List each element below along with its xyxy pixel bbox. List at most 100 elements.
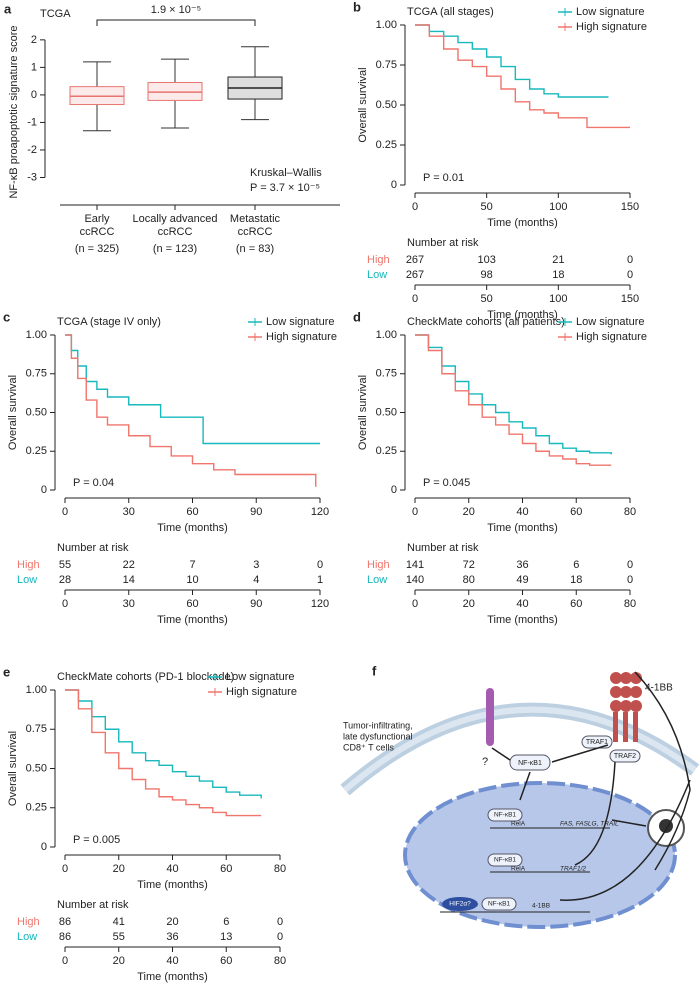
risk-count: 267: [406, 269, 424, 281]
risk-count: 267: [406, 254, 424, 266]
x-tick-count: (n = 123): [152, 243, 198, 255]
risk-count: 0: [277, 916, 283, 928]
chart-title: TCGA: [40, 8, 71, 20]
y-tick-label: -1: [27, 116, 37, 128]
panel-label: c: [3, 309, 10, 324]
risk-count: 36: [516, 559, 528, 571]
risk-count: 1: [317, 574, 323, 586]
risk-x-tick-label: 80: [624, 598, 636, 610]
plot-x-tick-label: 100: [549, 201, 567, 213]
x-tick-label-box: Locally advanced ccRCC: [132, 213, 217, 238]
legend-label: Low signature: [266, 316, 335, 328]
y-tick-label: 2: [31, 34, 37, 46]
diagram: [340, 671, 699, 929]
risk-count: 0: [627, 574, 633, 586]
plot-x-axis-title: Time (months): [157, 522, 228, 534]
unknown-label: ?: [482, 756, 488, 768]
panel-label: f: [372, 663, 377, 678]
risk-count: 0: [627, 269, 633, 281]
y-axis-title: Overall survival: [7, 731, 19, 806]
risk-x-axis-title: Time (months): [137, 971, 208, 983]
row-partner: HIF2α?: [449, 901, 471, 908]
survival-curve: [65, 689, 262, 799]
risk-count: 41: [113, 916, 125, 928]
risk-count: 22: [123, 559, 135, 571]
risk-x-tick-label: 0: [412, 598, 418, 610]
plot-x-tick-label: 80: [274, 863, 286, 875]
risk-x-tick-label: 60: [570, 598, 582, 610]
hif-chip: [442, 897, 478, 911]
risk-title: Number at risk: [57, 899, 129, 911]
risk-count: 3: [253, 559, 259, 571]
plot-x-tick-label: 90: [250, 506, 262, 518]
risk-count: 0: [627, 254, 633, 266]
legend-label: Low signature: [226, 671, 295, 683]
legend-label: High signature: [266, 331, 337, 343]
legend-label: High signature: [226, 686, 297, 698]
nfkb-chip: [487, 853, 523, 867]
chart-title: CheckMate cohorts (all patients): [407, 316, 565, 328]
risk-row-label: High: [17, 559, 40, 571]
gene-lines: [440, 827, 610, 913]
risk-count: 98: [481, 269, 493, 281]
y-tick-label: 0.25: [376, 445, 397, 457]
risk-count: 36: [166, 931, 178, 943]
y-axis-title: Overall survival: [7, 375, 19, 450]
y-tick-label: -3: [27, 171, 37, 183]
nfkb-label: NF-κB1: [518, 760, 542, 767]
risk-count: 28: [59, 574, 71, 586]
p-value: P = 0.04: [73, 477, 114, 489]
legend-label: Low signature: [576, 316, 645, 328]
x-tick-label: Early ccRCC: [79, 213, 115, 238]
test-name: Kruskal–Wallis: [250, 167, 322, 179]
panel-label: d: [353, 309, 361, 324]
risk-x-tick-label: 40: [516, 598, 528, 610]
row-partner: RelA: [511, 866, 526, 873]
risk-x-axis-title: Time (months): [487, 309, 558, 321]
y-tick-label: 1.00: [26, 329, 47, 341]
plot-x-tick-label: 40: [166, 863, 178, 875]
y-tick-label: 0.50: [26, 406, 47, 418]
risk-title: Number at risk: [407, 542, 479, 554]
row-nfkb: NF-κB1: [494, 812, 516, 819]
risk-row-label: Low: [17, 931, 37, 943]
membrane-inner: [343, 706, 697, 793]
plot-x-tick-label: 0: [62, 506, 68, 518]
risk-x-tick-label: 30: [123, 598, 135, 610]
y-tick-label: 0.75: [376, 368, 397, 380]
traf2-chip: [609, 749, 641, 763]
risk-count: 140: [406, 574, 424, 586]
risk-count: 86: [59, 931, 71, 943]
legend-label: Low signature: [576, 6, 645, 18]
plot-x-tick-label: 0: [62, 863, 68, 875]
risk-count: 55: [113, 931, 125, 943]
plot-x-tick-label: 0: [412, 506, 418, 518]
survival-curve: [65, 334, 320, 445]
risk-x-tick-label: 100: [549, 293, 567, 305]
y-tick-label: 0.50: [26, 762, 47, 774]
cell-label: late dysfunctional: [343, 731, 413, 741]
risk-count: 80: [463, 574, 475, 586]
risk-count: 13: [220, 931, 232, 943]
plot-x-axis-title: Time (months): [487, 522, 558, 534]
row-genes: TRAF1/2: [560, 866, 586, 873]
risk-x-tick-label: 90: [250, 598, 262, 610]
plot-x-tick-label: 60: [570, 506, 582, 518]
receptor-41bb: [610, 672, 642, 742]
y-tick-label: 0.50: [376, 406, 397, 418]
risk-count: 55: [59, 559, 71, 571]
cell-label: CD8⁺ T cells: [343, 742, 394, 752]
y-tick-label: 1.00: [26, 684, 47, 696]
bracket-label: 1.9 × 10⁻⁵: [151, 4, 201, 16]
risk-x-tick-label: 80: [274, 955, 286, 967]
risk-x-tick-label: 120: [311, 598, 329, 610]
plot-x-tick-label: 60: [186, 506, 198, 518]
plot-x-tick-label: 20: [463, 506, 475, 518]
x-tick-label-box: Metastatic ccRCC: [230, 213, 280, 238]
risk-count: 21: [552, 254, 564, 266]
cell-label: Tumor-infiltrating,: [343, 720, 413, 730]
plot-x-axis-title: Time (months): [487, 217, 558, 229]
survival-curve: [415, 24, 609, 98]
risk-count: 103: [477, 254, 495, 266]
plot-x-tick-label: 30: [123, 506, 135, 518]
